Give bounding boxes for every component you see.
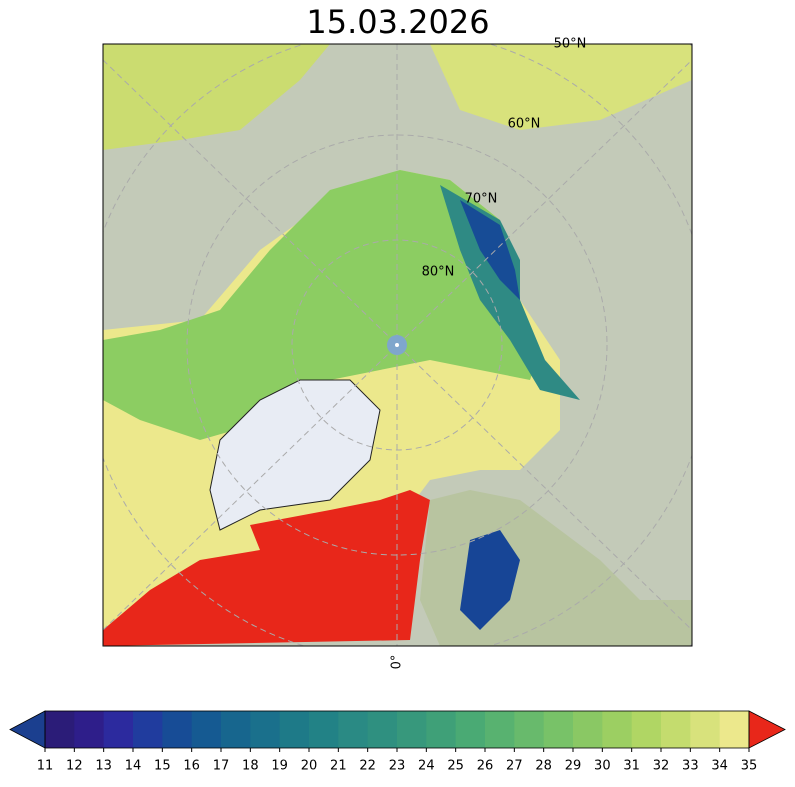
colorbar-segment xyxy=(397,711,427,748)
lat-label: 70°N xyxy=(465,192,498,207)
colorbar-tick-label: 19 xyxy=(271,759,288,774)
colorbar-segment xyxy=(191,711,222,748)
ocean-arctic xyxy=(103,170,540,440)
colorbar-tick-label: 28 xyxy=(535,759,552,774)
colorbar-segment xyxy=(602,711,633,748)
lat-label: 80°N xyxy=(422,265,455,280)
colorbar-tick-label: 12 xyxy=(66,759,83,774)
colorbar-tick-label: 14 xyxy=(125,759,142,774)
colorbar-tick-label: 22 xyxy=(359,759,376,774)
colorbar-tick-label: 34 xyxy=(711,759,728,774)
colorbar-tick-label: 23 xyxy=(389,759,406,774)
baltic xyxy=(460,530,520,630)
colorbar-tick-label: 27 xyxy=(506,759,523,774)
greenland xyxy=(209,379,381,531)
colorbar-segment xyxy=(45,711,75,748)
colorbar-tick-label: 20 xyxy=(301,759,318,774)
colorbar-tick-label: 30 xyxy=(594,759,611,774)
lat-label: 50°N xyxy=(554,37,587,52)
colorbar-segment xyxy=(309,711,339,748)
sea-coastal xyxy=(440,185,580,400)
colorbar-tick-label: 26 xyxy=(477,759,494,774)
colorbar-tick-label: 24 xyxy=(418,759,435,774)
colorbar-segment xyxy=(631,711,662,748)
colorbar-tick-label: 11 xyxy=(37,759,54,774)
colorbar-segment xyxy=(661,711,691,748)
colorbar-segment xyxy=(426,711,457,748)
colorbar-segment xyxy=(719,711,750,748)
sea xyxy=(430,44,692,130)
colorbar-segment xyxy=(690,711,721,748)
lat-label: 60°N xyxy=(508,117,541,132)
sea-coastal xyxy=(460,200,520,300)
map xyxy=(103,44,692,646)
colorbar-tick-label: 17 xyxy=(213,759,230,774)
colorbar-segment xyxy=(250,711,281,748)
colorbar-segment xyxy=(367,711,398,748)
map-frame xyxy=(102,43,693,647)
colorbar-under xyxy=(9,710,46,749)
lon-label: 0° xyxy=(390,655,405,670)
colorbar-tick-label: 25 xyxy=(447,759,464,774)
map-title: 15.03.2026 xyxy=(306,3,489,41)
land-coast xyxy=(103,44,330,150)
colorbar-tick-label: 32 xyxy=(653,759,670,774)
colorbar-segment xyxy=(573,711,603,748)
colorbar-segment xyxy=(455,711,486,748)
colorbar-tick-label: 18 xyxy=(242,759,259,774)
colorbar-segment xyxy=(279,711,310,748)
colorbar-segment xyxy=(133,711,163,748)
colorbar-segment xyxy=(338,711,369,748)
colorbar-segment xyxy=(485,711,515,748)
colorbar-tick-label: 29 xyxy=(565,759,582,774)
colorbar-segment xyxy=(103,711,134,748)
colorbar-over xyxy=(748,710,786,749)
colorbar-tick-label: 13 xyxy=(95,759,112,774)
colorbar-segment xyxy=(543,711,574,748)
warm-region xyxy=(103,490,430,646)
colorbar-segment xyxy=(74,711,105,748)
colorbar-segment xyxy=(514,711,545,748)
colorbar-tick-label: 16 xyxy=(183,759,200,774)
colorbar-tick-label: 21 xyxy=(330,759,347,774)
colorbar-tick-label: 33 xyxy=(682,759,699,774)
colorbar-tick-label: 31 xyxy=(623,759,640,774)
pole-marker xyxy=(395,343,399,347)
colorbar-segment xyxy=(221,711,251,748)
colorbar-tick-label: 15 xyxy=(154,759,171,774)
colorbar-segment xyxy=(162,711,193,748)
colorbar-tick-label: 35 xyxy=(741,759,758,774)
